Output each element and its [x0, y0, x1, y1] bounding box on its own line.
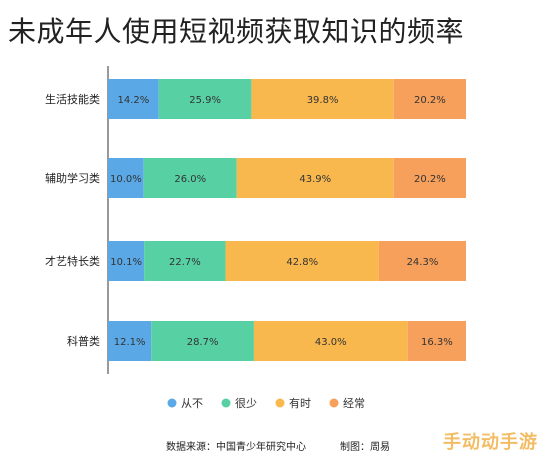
source-text: 数据来源：中国青少年研究中心 [166, 442, 306, 453]
legend-swatch [167, 398, 177, 408]
legend: 从不 很少 有时 经常 [167, 396, 365, 410]
data-label: 28.7% [187, 337, 219, 348]
data-label: 14.2% [117, 95, 149, 106]
bar-segment [378, 241, 466, 281]
data-label: 25.9% [189, 95, 221, 106]
bar-segment [108, 321, 152, 361]
bar-segment [151, 321, 254, 361]
bar-segment [407, 321, 466, 361]
legend-swatch [275, 398, 285, 408]
data-label: 26.0% [174, 174, 206, 185]
bar-segment [108, 158, 144, 198]
bar-segment [108, 79, 159, 119]
bar-segment [158, 79, 252, 119]
category-label: 生活技能类 [45, 92, 100, 106]
data-label: 20.2% [414, 95, 446, 106]
bar-segment [253, 321, 408, 361]
data-label: 24.3% [407, 257, 439, 268]
bar-segment [393, 158, 466, 198]
legend-label: 有时 [289, 396, 311, 410]
data-label: 39.8% [307, 95, 339, 106]
bar-segment [108, 241, 145, 281]
source-note: 数据来源：中国青少年研究中心 制图：周易 [166, 438, 390, 453]
bar-segment [143, 158, 237, 198]
bar-segment [225, 241, 379, 281]
data-label: 12.1% [114, 337, 146, 348]
legend-swatch [329, 398, 339, 408]
data-label: 16.3% [421, 337, 453, 348]
data-label: 20.2% [414, 174, 446, 185]
category-label: 才艺特长类 [45, 254, 100, 268]
data-label: 22.7% [169, 257, 201, 268]
legend-label: 很少 [235, 396, 257, 410]
bar-segment [251, 79, 394, 119]
data-label: 42.8% [286, 257, 318, 268]
bar-segment [393, 79, 466, 119]
author-text: 制图：周易 [340, 442, 390, 453]
legend-label: 从不 [181, 397, 203, 410]
data-label: 43.0% [315, 337, 347, 348]
data-label: 10.1% [110, 257, 142, 268]
watermark: 手动动手游 [443, 432, 538, 453]
bar-segment [144, 241, 226, 281]
data-label: 10.0% [110, 174, 142, 185]
legend-label: 经常 [343, 397, 365, 410]
category-label: 辅助学习类 [45, 171, 100, 185]
bars-group: 14.2% 25.9% 39.8% 20.2% 10.0% 26.0% 43.9% 20.2%… [108, 79, 466, 361]
chart-title: 未成年人使用短视频获取知识的频率 [8, 15, 465, 48]
data-label: 43.9% [299, 174, 331, 185]
category-label: 科普类 [67, 334, 100, 348]
bar-segment [236, 158, 394, 198]
legend-swatch [221, 398, 231, 408]
